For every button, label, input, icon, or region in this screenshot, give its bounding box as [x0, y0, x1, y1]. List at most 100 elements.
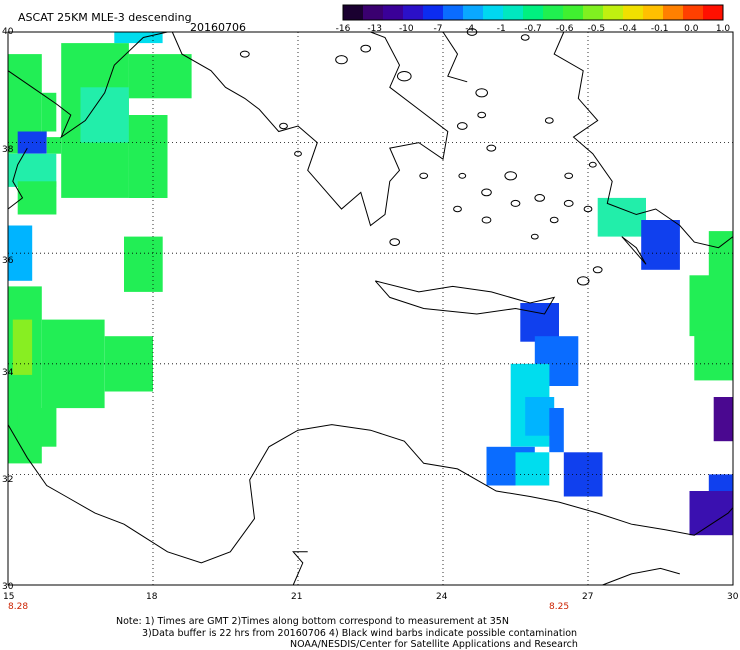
coastline-6 — [621, 236, 647, 265]
island-20 — [576, 276, 590, 286]
wind-cell-18 — [520, 303, 559, 342]
island-4 — [457, 122, 468, 130]
coastline-8 — [602, 567, 680, 586]
colorbar-swatch-4 — [423, 5, 444, 20]
colorbar-label-4: -4 — [465, 24, 475, 34]
colorbar — [342, 4, 724, 21]
wind-cell-32 — [708, 474, 733, 497]
wind-data-cells — [8, 32, 733, 536]
wind-cell-14 — [41, 319, 105, 409]
wind-cell-1 — [41, 92, 57, 132]
island-9 — [534, 194, 546, 202]
lat-label-38: 38 — [2, 145, 14, 155]
wind-cell-29 — [689, 275, 733, 337]
wind-cell-24 — [515, 452, 550, 486]
time-label-west: 8.28 — [8, 602, 29, 612]
island-18 — [458, 172, 467, 179]
colorbar-label-1: -13 — [367, 24, 383, 34]
island-23 — [477, 111, 487, 119]
island-15 — [583, 205, 593, 213]
wind-cell-5 — [17, 181, 57, 215]
lon-label-15: 15 — [3, 592, 15, 602]
colorbar-swatch-13 — [603, 5, 624, 20]
island-10 — [549, 216, 559, 224]
colorbar-swatch-7 — [483, 5, 504, 20]
note-line-1: Note: 1) Times are GMT 2)Times along bot… — [116, 616, 509, 627]
island-27 — [239, 50, 250, 58]
island-1 — [360, 44, 372, 53]
island-19 — [419, 172, 429, 180]
wind-cell-30 — [694, 330, 733, 381]
island-12 — [481, 216, 492, 224]
island-14 — [530, 233, 539, 240]
wind-cell-10 — [114, 32, 163, 44]
coastline-2 — [171, 31, 449, 227]
colorbar-swatch-14 — [623, 5, 644, 20]
colorbar-label-12: 1.0 — [715, 24, 731, 34]
note-line-3: NOAA/NESDIS/Center for Satellite Applica… — [290, 639, 578, 650]
lat-label-36: 36 — [2, 256, 14, 266]
island-3 — [475, 88, 489, 98]
colorbar-swatch-3 — [403, 5, 424, 20]
wind-cell-27 — [641, 220, 680, 270]
lon-label-18: 18 — [146, 592, 158, 602]
coastlines — [7, 28, 734, 586]
colorbar-swatch-0 — [343, 5, 364, 20]
colorbar-swatch-2 — [383, 5, 404, 20]
lat-label-40: 40 — [2, 27, 14, 37]
colorbar-frame — [342, 4, 724, 21]
island-13 — [563, 199, 574, 207]
colorbar-swatch-16 — [663, 5, 684, 20]
island-24 — [544, 117, 554, 124]
colorbar-swatch-12 — [583, 5, 604, 20]
island-17 — [588, 161, 597, 168]
colorbar-swatch-1 — [363, 5, 384, 20]
wind-cell-33 — [689, 491, 733, 536]
coastline-0 — [7, 31, 168, 139]
wind-cell-3 — [46, 137, 62, 154]
wind-cell-31 — [713, 397, 733, 442]
wind-cell-16 — [124, 236, 163, 292]
colorbar-swatch-9 — [523, 5, 544, 20]
wind-cell-9 — [80, 87, 129, 143]
island-11 — [453, 205, 462, 213]
coastline-7 — [7, 424, 734, 564]
map-frame — [7, 31, 734, 586]
colorbar-swatch-8 — [503, 5, 524, 20]
island-0 — [335, 55, 348, 65]
island-22 — [389, 238, 401, 247]
colorbar-swatch-6 — [463, 5, 484, 20]
wind-cell-8 — [128, 54, 192, 99]
colorbar-label-7: -0.6 — [555, 24, 574, 34]
island-16 — [564, 172, 574, 180]
lon-label-27: 27 — [582, 592, 594, 602]
lat-label-32: 32 — [2, 475, 14, 485]
colorbar-label-11: 0.0 — [684, 24, 699, 34]
island-26 — [279, 122, 288, 130]
coastline-5 — [374, 280, 556, 315]
colorbar-label-9: -0.4 — [619, 24, 637, 34]
lon-label-21: 21 — [291, 592, 303, 602]
coastline-9 — [292, 551, 308, 586]
map-date: 20160706 — [190, 21, 246, 34]
wind-cell-22 — [549, 408, 564, 453]
coastline-3 — [442, 31, 468, 83]
colorbar-label-0: -16 — [335, 24, 351, 34]
wind-cell-13 — [12, 319, 33, 375]
wind-cell-7 — [128, 115, 168, 198]
island-21 — [592, 266, 603, 274]
grid-lines — [8, 32, 733, 585]
island-7 — [481, 188, 492, 197]
colorbar-swatch-5 — [443, 5, 464, 20]
colorbar-swatch-10 — [543, 5, 564, 20]
lat-label-34: 34 — [2, 368, 14, 378]
colorbar-label-6: -0.7 — [524, 24, 542, 34]
colorbar-label-10: -0.1 — [650, 24, 669, 34]
note-line-2: 3)Data buffer is 22 hrs from 20160706 4)… — [142, 628, 578, 639]
island-5 — [486, 144, 497, 152]
lon-label-24: 24 — [436, 592, 448, 602]
lon-label-30: 30 — [727, 592, 739, 602]
colorbar-swatch-11 — [563, 5, 584, 20]
coastline-4 — [553, 31, 734, 249]
